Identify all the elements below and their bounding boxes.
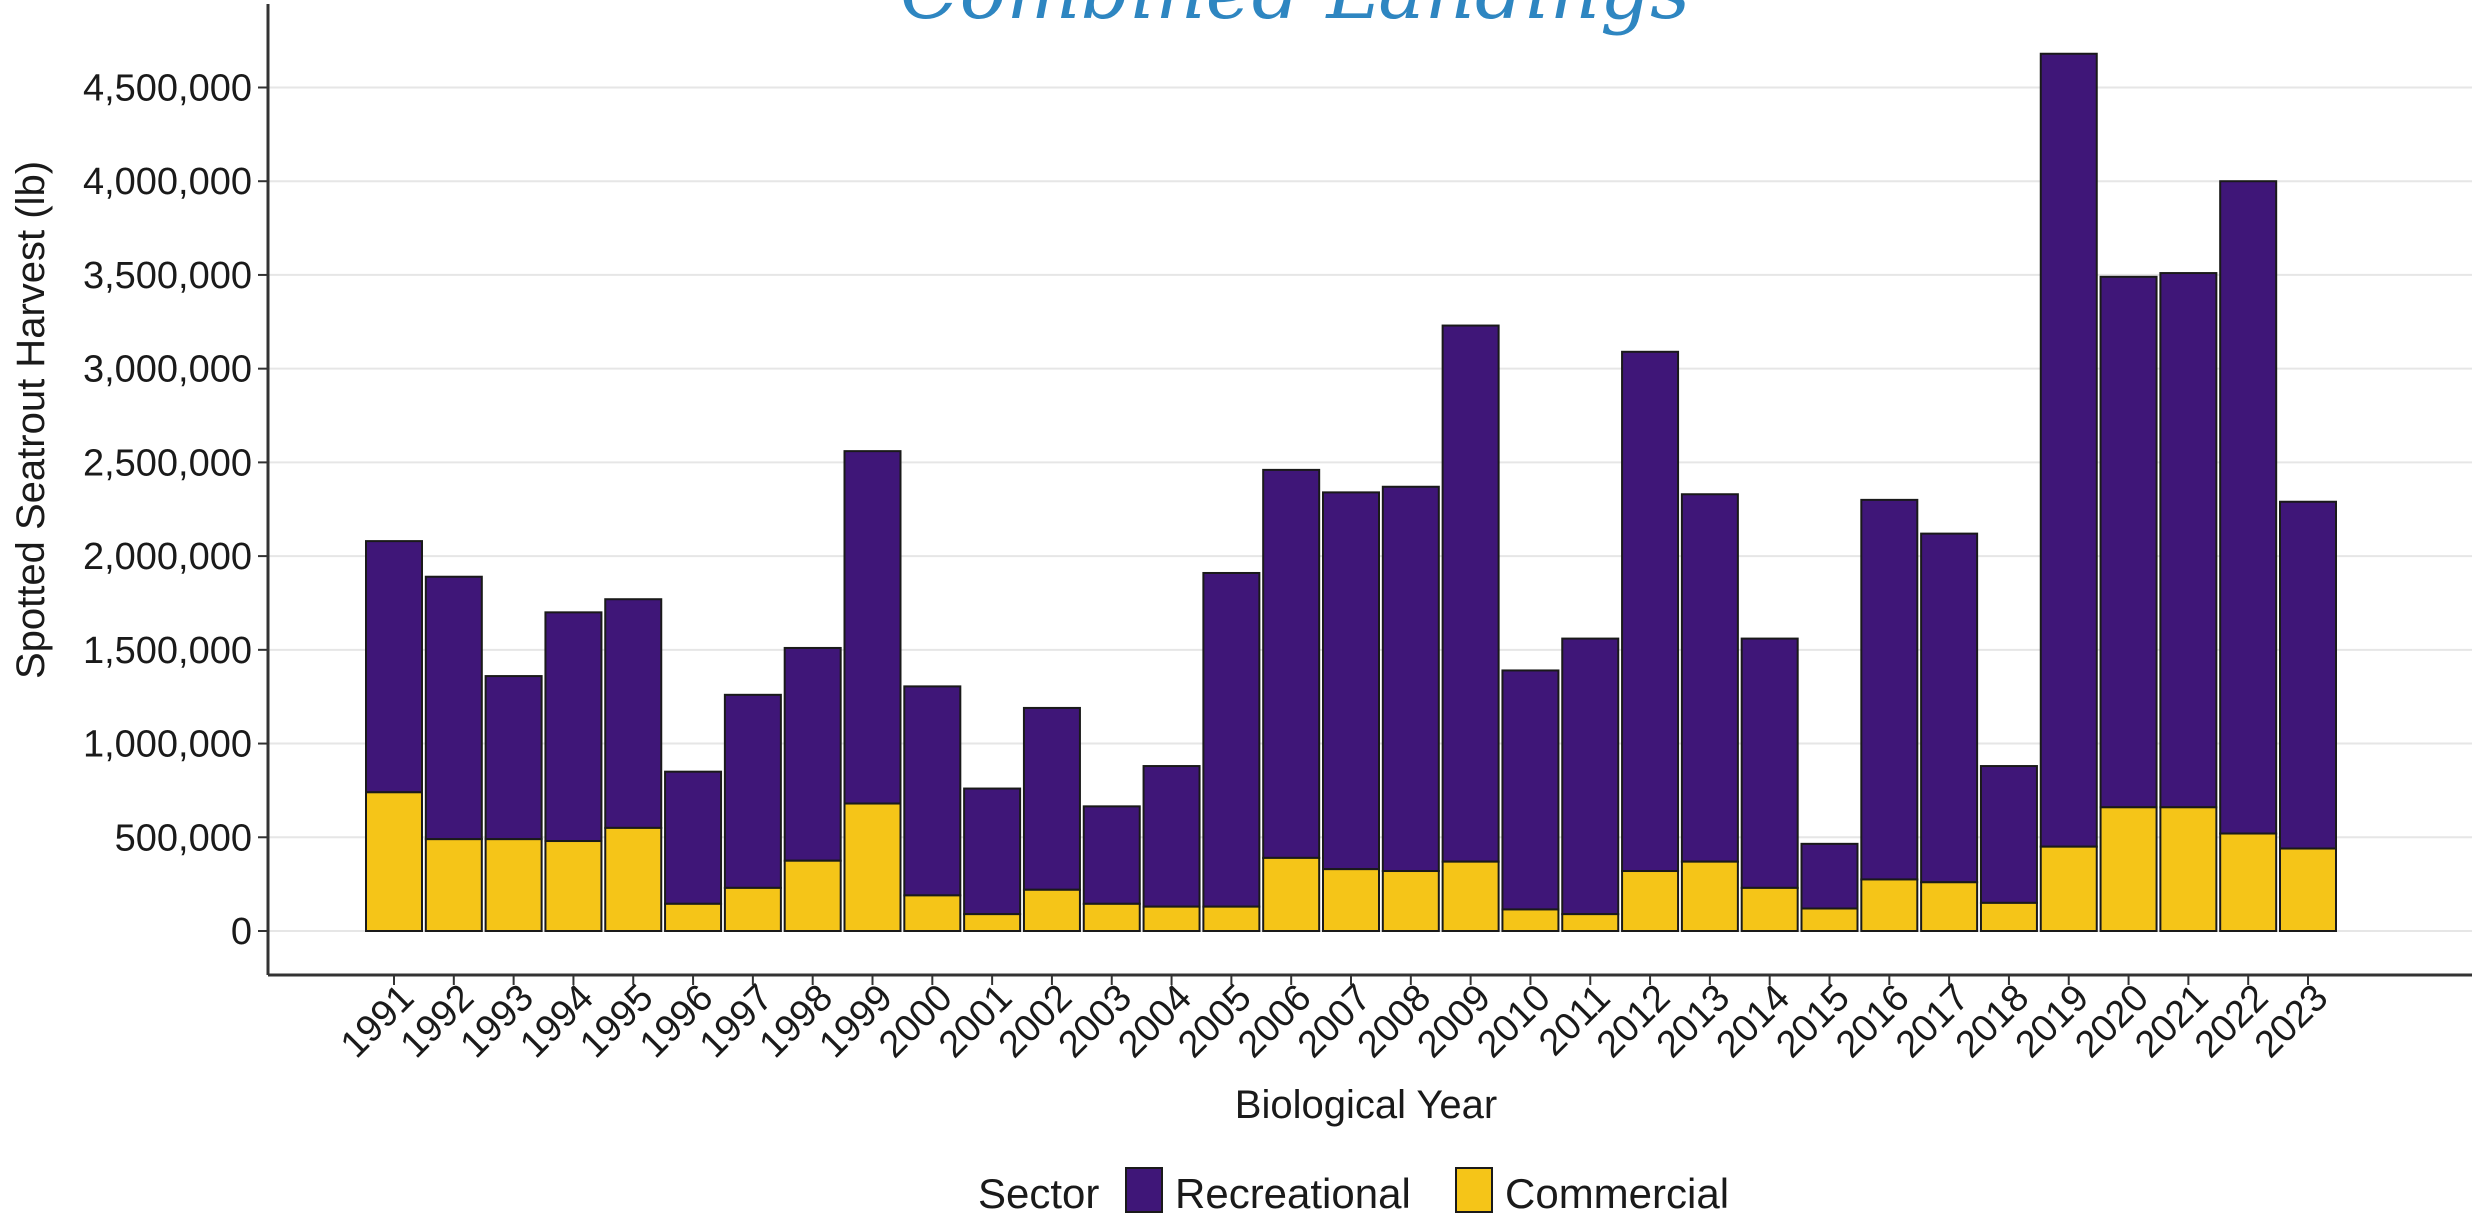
bar-recreational-1993 <box>484 675 543 841</box>
chart-title: Combined Landings <box>900 0 1690 37</box>
bar-commercial-2000 <box>903 894 962 933</box>
bar-recreational-2010 <box>1501 669 1560 911</box>
bar-recreational-2006 <box>1262 468 1321 859</box>
bar-recreational-1998 <box>783 646 842 862</box>
bar-commercial-1995 <box>604 826 663 932</box>
bar-commercial-2017 <box>1920 881 1979 933</box>
bar-commercial-2015 <box>1800 907 1859 933</box>
bar-recreational-2021 <box>2159 272 2218 809</box>
bar-recreational-2013 <box>1680 493 1739 863</box>
y-tick-label: 1,000,000 <box>83 724 252 766</box>
y-tick-label: 1,500,000 <box>83 630 252 672</box>
y-tick-label: 4,500,000 <box>83 67 252 109</box>
y-tick-label: 500,000 <box>115 817 252 859</box>
bar-recreational-2009 <box>1441 324 1500 863</box>
bar-recreational-2017 <box>1920 532 1979 884</box>
bar-commercial-2014 <box>1740 886 1799 932</box>
bar-commercial-2023 <box>2279 847 2337 932</box>
bar-recreational-2002 <box>1022 706 1081 891</box>
bar-recreational-1991 <box>365 540 423 794</box>
bar-commercial-2016 <box>1860 878 1919 933</box>
bar-commercial-2003 <box>1082 902 1141 932</box>
bar-commercial-1996 <box>664 902 723 932</box>
bar-commercial-2022 <box>2219 832 2278 932</box>
bar-commercial-2018 <box>1979 901 2038 933</box>
bar-commercial-2020 <box>2099 806 2158 932</box>
bar-commercial-1999 <box>843 802 902 933</box>
y-tick-label: 2,500,000 <box>83 442 252 484</box>
bar-commercial-2006 <box>1262 856 1321 933</box>
bar-recreational-1999 <box>843 450 902 805</box>
bar-recreational-1995 <box>604 598 663 829</box>
bar-commercial-2019 <box>2039 845 2098 932</box>
y-tick-label: 2,000,000 <box>83 536 252 578</box>
bar-recreational-2016 <box>1860 498 1919 881</box>
y-tick-label: 4,000,000 <box>83 161 252 203</box>
bar-recreational-2018 <box>1979 765 2038 904</box>
bar-recreational-2008 <box>1381 485 1440 873</box>
legend-swatch-recreational <box>1125 1167 1163 1213</box>
y-axis-title: Spotted Seatrout Harvest (lb) <box>9 161 53 679</box>
bars <box>365 52 2337 933</box>
bar-recreational-2014 <box>1740 637 1799 889</box>
bar-commercial-2001 <box>963 913 1022 932</box>
bar-recreational-2023 <box>2279 500 2337 850</box>
bar-commercial-2008 <box>1381 870 1440 933</box>
bar-recreational-2005 <box>1202 571 1261 908</box>
legend-title: Sector <box>978 1170 1099 1215</box>
bar-commercial-2013 <box>1680 860 1739 932</box>
bar-recreational-2022 <box>2219 180 2278 835</box>
bar-recreational-2020 <box>2099 275 2158 809</box>
bar-recreational-2012 <box>1621 350 1680 873</box>
bar-commercial-2010 <box>1501 908 1560 932</box>
bar-commercial-1997 <box>723 886 782 932</box>
bar-commercial-2009 <box>1441 860 1500 932</box>
y-axis: 0 500,000 1,000,000 1,500,000 2,000,000 2,500… <box>83 67 268 953</box>
bar-recreational-2019 <box>2039 52 2098 848</box>
bar-recreational-1994 <box>544 611 603 843</box>
bar-recreational-2000 <box>903 685 962 897</box>
bar-commercial-2007 <box>1322 868 1380 933</box>
bar-commercial-1991 <box>365 791 423 932</box>
bar-commercial-2011 <box>1561 913 1620 932</box>
bar-recreational-2003 <box>1082 805 1141 905</box>
bar-commercial-2021 <box>2159 806 2218 932</box>
bar-recreational-1992 <box>424 575 483 841</box>
bar-commercial-2012 <box>1621 870 1680 933</box>
bar-commercial-2005 <box>1202 905 1261 932</box>
legend-label-recreational: Recreational <box>1175 1170 1411 1215</box>
y-tick-label: 3,000,000 <box>83 349 252 391</box>
x-axis-title: Biological Year <box>1235 1083 1497 1127</box>
bar-commercial-1992 <box>424 838 483 932</box>
bar-commercial-2004 <box>1142 905 1201 932</box>
y-tick-label: 0 <box>231 911 252 953</box>
bar-commercial-1993 <box>484 838 543 932</box>
bar-commercial-1994 <box>544 840 603 932</box>
bar-commercial-2002 <box>1022 888 1081 933</box>
bar-recreational-2011 <box>1561 637 1620 916</box>
legend-swatch-commercial <box>1455 1167 1493 1213</box>
bar-recreational-1996 <box>664 770 723 905</box>
bar-recreational-2001 <box>963 787 1022 916</box>
bar-recreational-2015 <box>1800 842 1859 910</box>
bar-recreational-2007 <box>1322 491 1380 871</box>
y-tick-label: 3,500,000 <box>83 255 252 297</box>
bar-recreational-2004 <box>1142 765 1201 908</box>
legend: Sector Recreational Commercial <box>978 1167 1729 1215</box>
bar-commercial-1998 <box>783 859 842 933</box>
bar-recreational-1997 <box>723 693 782 889</box>
legend-label-commercial: Commercial <box>1505 1170 1729 1215</box>
